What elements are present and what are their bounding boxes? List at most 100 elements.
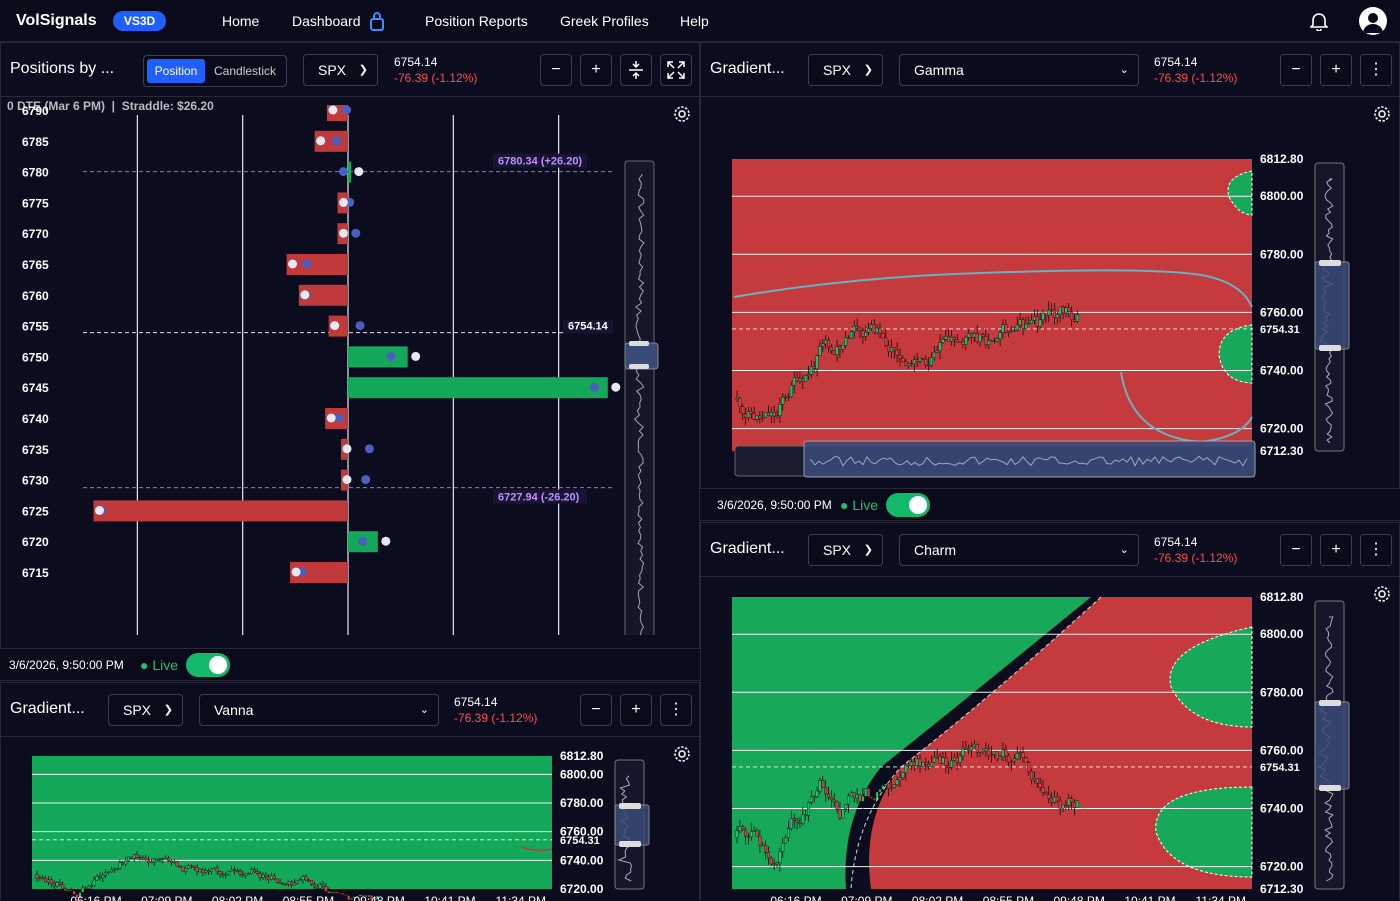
candle-body (864, 788, 868, 797)
candle-body (1027, 323, 1031, 325)
candle-body (207, 870, 211, 873)
live-switch[interactable] (186, 653, 230, 677)
bell-icon[interactable] (1310, 11, 1328, 31)
ticker-value: SPX (318, 62, 347, 78)
zoom-out-button[interactable]: − (580, 694, 612, 726)
gear-icon[interactable] (1373, 105, 1391, 123)
candle-body (769, 857, 773, 865)
candle-body (924, 358, 928, 366)
candle-body (744, 413, 748, 419)
x-tick-label: 10:41 PM (1124, 894, 1175, 901)
fullscreen-button[interactable] (660, 54, 692, 86)
y-tick-label: 6800.00 (560, 767, 604, 781)
candle-body (81, 887, 85, 893)
candle-body (1044, 792, 1048, 795)
candle-body (955, 757, 959, 763)
gear-icon[interactable] (673, 105, 691, 123)
candle-body (907, 363, 911, 367)
user-avatar[interactable] (1359, 7, 1387, 35)
heatmap-background (732, 159, 1252, 451)
candle-body (238, 870, 242, 875)
ticker-select[interactable]: SPX ❯ (808, 534, 883, 566)
greek-select[interactable]: Gamma ⌄ (899, 54, 1139, 86)
live-indicator: ● Live (840, 497, 878, 513)
zoom-in-button[interactable]: + (1320, 54, 1352, 86)
zoom-out-button[interactable]: − (1280, 54, 1312, 86)
zoom-out-button[interactable]: − (540, 54, 572, 86)
chevron-down-icon: ❯ (163, 704, 173, 716)
candle-body (78, 892, 82, 899)
candle-body (198, 869, 202, 872)
charm-heatmap[interactable]: 6812.80 6800.00 6780.00 6760.00 6754.31 6740.… (701, 577, 1400, 901)
candle-body (66, 889, 70, 892)
y-tick-label: 6720.00 (1260, 422, 1304, 436)
y-tick-label: 6812.80 (1260, 590, 1304, 604)
app-logo[interactable]: VolSignals (16, 12, 97, 29)
candle-body (827, 793, 831, 798)
x-tick-label: 10:41 PM (424, 894, 475, 901)
candle-body (778, 404, 782, 416)
gamma-heatmap[interactable]: 6812.80 6800.00 6780.00 6760.00 6754.31 6740.… (701, 97, 1400, 489)
mode-position-button[interactable]: Position (147, 59, 205, 83)
zoom-in-button[interactable]: + (620, 694, 652, 726)
nav-greek-profiles[interactable]: Greek Profiles (560, 13, 649, 29)
menu-button[interactable]: ⋮ (660, 694, 692, 726)
candle-body (138, 857, 142, 860)
zoom-out-button[interactable]: − (1280, 534, 1312, 566)
menu-button[interactable]: ⋮ (1360, 534, 1392, 566)
zoom-in-button[interactable]: + (580, 54, 612, 86)
candle-body (761, 416, 765, 419)
price-value: 6754.14 (454, 695, 498, 709)
candle-body (932, 757, 936, 763)
gear-icon[interactable] (1373, 585, 1391, 603)
timestamp: 3/6/2026, 9:50:00 PM (717, 498, 832, 512)
ticker-select[interactable]: SPX ❯ (808, 54, 883, 86)
mode-candlestick-button[interactable]: Candlestick (214, 64, 277, 78)
candle-body (241, 874, 245, 876)
y-tick-label: 6715 (22, 566, 49, 580)
candle-body (844, 804, 848, 810)
candle-body (278, 882, 282, 885)
candle-body (755, 830, 759, 837)
y-tick-label: 6780.00 (560, 796, 604, 810)
candle-body (1012, 329, 1016, 332)
y-tick-label: 6720.00 (1260, 860, 1304, 874)
candle-body (838, 809, 842, 819)
nav-home[interactable]: Home (222, 13, 260, 29)
chevron-down-icon: ⌄ (1119, 544, 1129, 556)
nav-position-reports[interactable]: Position Reports (425, 13, 528, 29)
candle-body (89, 885, 93, 887)
y-tick-label: 6790 (22, 105, 49, 118)
zoom-in-button[interactable]: + (1320, 534, 1352, 566)
ticker-select[interactable]: SPX ❯ (108, 694, 183, 726)
candle-body (52, 883, 56, 887)
nav-dashboard[interactable]: Dashboard (292, 13, 361, 29)
positions-bar-chart[interactable]: 6780.34 (+26.20) 6754.14 6727.94 (-26.20) 6… (1, 105, 701, 635)
strike-dot (354, 167, 364, 177)
gear-icon[interactable] (673, 745, 691, 763)
candle-body (310, 880, 314, 885)
candle-body (786, 828, 790, 839)
ticker-select[interactable]: SPX ❯ (303, 54, 378, 86)
y-tick-label: 6740 (22, 412, 49, 426)
charm-panel: Gradient... SPX ❯ Charm ⌄ 6754.14 -76.39 (-… (700, 522, 1400, 901)
nav-help[interactable]: Help (680, 13, 709, 29)
greek-select[interactable]: Vanna ⌄ (199, 694, 439, 726)
candle-body (927, 364, 931, 367)
x-tick-label: 11:34 PM (1196, 894, 1246, 901)
compress-button[interactable] (620, 54, 652, 86)
y-tick-label: 6775 (22, 196, 49, 210)
candle-body (1001, 749, 1005, 757)
live-switch[interactable] (886, 493, 930, 517)
marker-label-bg (493, 489, 587, 504)
greek-select[interactable]: Charm ⌄ (899, 534, 1139, 566)
candle-body (149, 861, 153, 864)
candle-body (758, 836, 762, 846)
candle-body (101, 874, 105, 879)
candle-body (778, 851, 782, 864)
menu-button[interactable]: ⋮ (1360, 54, 1392, 86)
scroller-handle (619, 803, 641, 809)
scroller-handle (1319, 345, 1341, 351)
candle-body (189, 865, 193, 868)
